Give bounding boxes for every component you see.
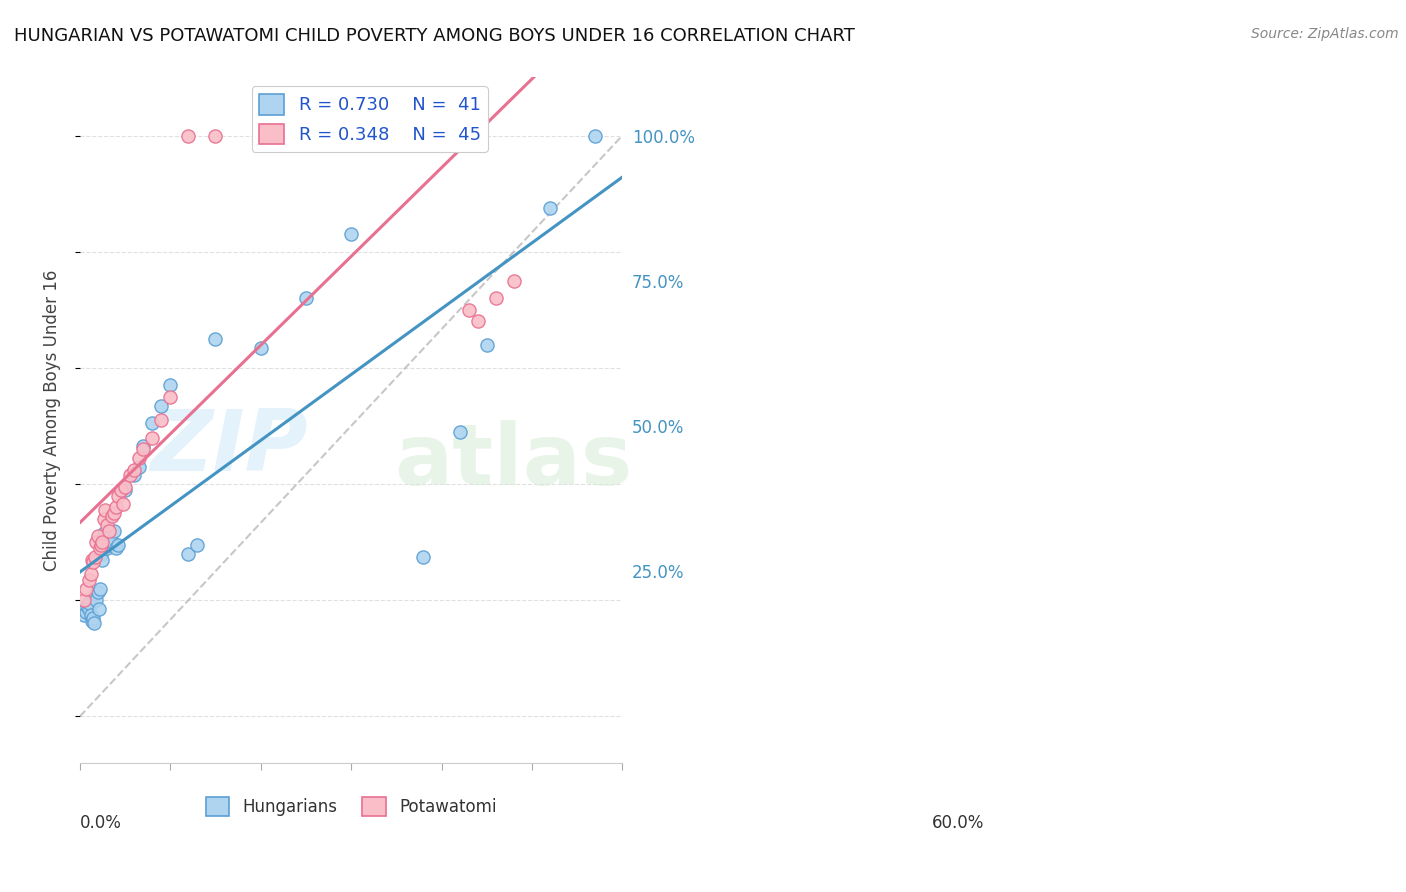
Point [75,605,97,619]
Point [73,607,96,622]
Text: Source: ZipAtlas.com: Source: ZipAtlas.com [1251,27,1399,41]
Point [322,128,344,143]
Point [82,556,104,570]
Point [100,508,122,523]
Point [449,425,471,439]
Point [87,584,110,599]
Point [93,512,115,526]
Point [80,552,103,566]
Point [84,549,107,564]
Point [80,607,103,622]
Point [82,610,104,624]
Point [128,450,150,465]
Point [249,128,271,143]
Point [340,227,363,242]
Point [502,274,524,288]
Point [412,128,434,143]
Point [141,431,163,445]
Point [107,538,129,552]
Point [159,378,181,392]
Point [91,535,114,549]
Point [114,480,136,494]
Point [412,549,434,564]
Legend: Hungarians, Potawatomi: Hungarians, Potawatomi [200,790,503,823]
Point [89,582,111,596]
Point [475,337,498,351]
Point [186,538,208,552]
Point [430,128,453,143]
Point [84,535,107,549]
Point [105,500,128,515]
Point [110,483,132,497]
Point [159,390,181,404]
Point [204,332,226,346]
Point [90,538,112,552]
Point [150,399,173,413]
Point [93,526,115,541]
Point [485,291,508,305]
Point [94,503,117,517]
Point [150,413,173,427]
Point [87,602,110,616]
Text: 60.0%: 60.0% [932,814,984,832]
Point [91,552,114,566]
Point [77,602,100,616]
Point [295,291,318,305]
Point [118,468,141,483]
Point [349,128,371,143]
Text: ZIP: ZIP [150,406,308,489]
Point [538,201,561,215]
Point [103,524,125,538]
Point [87,529,110,543]
Point [340,128,363,143]
Point [73,593,96,607]
Point [295,128,318,143]
Point [467,314,489,328]
Point [249,341,271,355]
Point [177,547,200,561]
Point [103,506,125,520]
Point [583,128,606,143]
Point [114,483,136,497]
Point [77,573,100,587]
Point [84,593,107,607]
Point [97,524,120,538]
Point [83,616,105,631]
Point [90,547,112,561]
Point [100,535,122,549]
Text: 0.0%: 0.0% [80,814,122,832]
Point [132,442,155,457]
Point [439,128,461,143]
Point [204,128,226,143]
Point [107,489,129,503]
Point [77,596,100,610]
Point [89,541,111,555]
Text: atlas: atlas [395,420,633,503]
Point [76,599,98,613]
Point [80,567,103,582]
Point [128,459,150,474]
Point [141,416,163,430]
Point [457,302,479,317]
Y-axis label: Child Poverty Among Boys Under 16: Child Poverty Among Boys Under 16 [44,269,60,571]
Point [75,582,97,596]
Text: HUNGARIAN VS POTAWATOMI CHILD POVERTY AMONG BOYS UNDER 16 CORRELATION CHART: HUNGARIAN VS POTAWATOMI CHILD POVERTY AM… [14,27,855,45]
Point [105,541,128,555]
Point [80,614,103,628]
Point [96,517,118,532]
Point [96,541,118,555]
Point [112,497,135,511]
Point [84,587,107,601]
Point [367,128,389,143]
Point [122,462,145,476]
Point [97,538,120,552]
Point [177,128,200,143]
Point [132,439,155,453]
Point [122,468,145,483]
